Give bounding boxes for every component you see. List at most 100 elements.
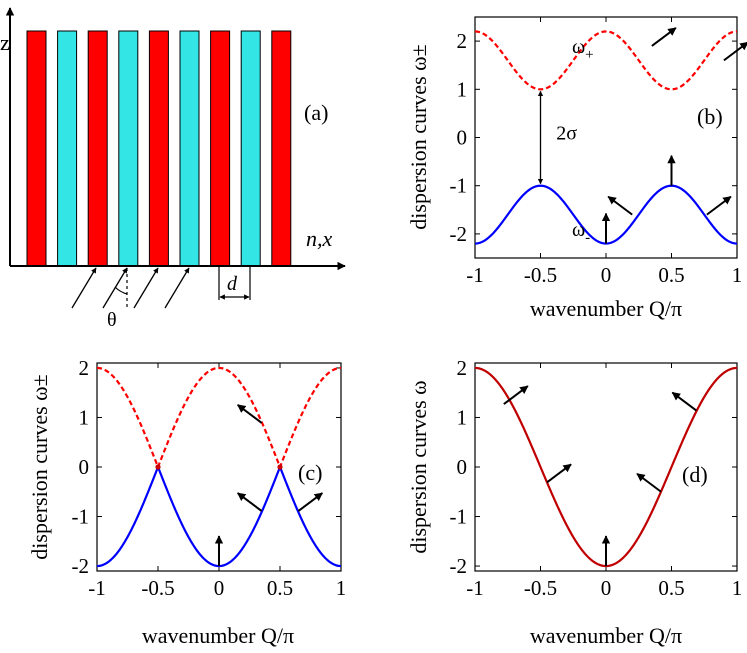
angle-arc bbox=[114, 286, 128, 295]
x-tick-label: -0.5 bbox=[524, 576, 557, 600]
x-tick-labels: -1 -0.5 0 0.5 1 bbox=[88, 576, 346, 600]
x-tick-label: -0.5 bbox=[524, 263, 557, 287]
panel-d-label: (d) bbox=[682, 462, 708, 487]
velocity-arrow bbox=[671, 391, 697, 412]
curve-label-text: ω bbox=[572, 36, 585, 58]
y-tick-labels: -2 -1 0 1 2 bbox=[450, 29, 468, 246]
series-line-omega-plus bbox=[96, 366, 342, 471]
panel-b-label: (b) bbox=[697, 104, 723, 129]
x-tick-label: -0.5 bbox=[141, 576, 174, 600]
curve-label-text: ω bbox=[572, 219, 585, 241]
layer-red bbox=[87, 30, 108, 267]
y-tick-label: 2 bbox=[457, 356, 468, 380]
y-tick-label: -2 bbox=[72, 554, 90, 578]
group-velocity-arrows bbox=[503, 385, 697, 567]
x-tick-label: -1 bbox=[466, 263, 484, 287]
curve-label-subscript: - bbox=[585, 230, 590, 246]
x-tick-labels: -1 -0.5 0 0.5 1 bbox=[466, 576, 742, 600]
x-tick-label: -1 bbox=[88, 576, 106, 600]
series bbox=[474, 366, 738, 568]
velocity-arrow bbox=[723, 41, 747, 62]
y-tick-label: 0 bbox=[79, 455, 90, 479]
layer-red bbox=[26, 30, 47, 267]
z-axis-label: z bbox=[0, 30, 10, 55]
x-axis-label: wavenumber Q/π bbox=[530, 623, 682, 648]
y-tick-label: -1 bbox=[450, 505, 468, 529]
curve-label-subscript: + bbox=[585, 47, 593, 63]
panel-c-label: (c) bbox=[298, 460, 322, 485]
y-tick-label: 2 bbox=[79, 356, 90, 380]
x-tick-label: 0 bbox=[601, 263, 612, 287]
annotation-marks: ω+ω-2σ bbox=[537, 36, 594, 246]
velocity-arrow bbox=[503, 385, 529, 405]
layer-cyan bbox=[57, 30, 78, 267]
y-tick-label: 2 bbox=[457, 29, 468, 53]
group-velocity-arrows bbox=[601, 27, 747, 244]
series bbox=[474, 30, 738, 245]
layer-cyan bbox=[240, 30, 261, 267]
curve-label-text: 2σ bbox=[556, 123, 577, 145]
series-line-omega-plus bbox=[474, 30, 738, 91]
band-touch-point bbox=[155, 464, 161, 470]
x-tick-labels: -1 -0.5 0 0.5 1 bbox=[466, 263, 742, 287]
curve-label: ω- bbox=[572, 219, 590, 246]
incident-beams bbox=[71, 267, 190, 309]
d-label: d bbox=[227, 273, 238, 295]
layer-stack bbox=[26, 30, 292, 267]
curve-label: 2σ bbox=[556, 123, 577, 145]
y-tick-label: 1 bbox=[457, 77, 468, 101]
y-tick-label: 0 bbox=[457, 126, 468, 150]
velocity-arrow bbox=[297, 492, 323, 512]
layer-red bbox=[210, 30, 231, 267]
layer-red bbox=[271, 30, 292, 267]
velocity-arrow bbox=[636, 472, 662, 493]
nx-axis-label: n,x bbox=[306, 226, 333, 251]
x-tick-label: 0.5 bbox=[658, 263, 684, 287]
series bbox=[96, 366, 342, 568]
y-tick-label: 0 bbox=[457, 455, 468, 479]
x-tick-label: 1 bbox=[732, 576, 743, 600]
x-tick-label: 1 bbox=[336, 576, 347, 600]
y-axis-label: dispersion curves ω± bbox=[406, 44, 431, 229]
velocity-arrow bbox=[706, 195, 732, 216]
panel-a: z n,x (a) θ d bbox=[0, 7, 346, 331]
velocity-arrow bbox=[237, 404, 263, 424]
x-tick-label: -1 bbox=[466, 576, 484, 600]
series-line-omega-minus bbox=[96, 463, 342, 568]
y-tick-label: 1 bbox=[457, 405, 468, 429]
y-tick-label: -1 bbox=[72, 505, 90, 529]
y-tick-label: 1 bbox=[79, 405, 90, 429]
x-tick-label: 0.5 bbox=[267, 576, 293, 600]
y-tick-label: -1 bbox=[450, 174, 468, 198]
x-tick-label: 0 bbox=[601, 576, 612, 600]
layer-cyan bbox=[179, 30, 200, 267]
y-tick-label: -2 bbox=[450, 222, 468, 246]
x-tick-label: 0 bbox=[214, 576, 225, 600]
series-line-omega bbox=[474, 366, 738, 568]
x-tick-label: 1 bbox=[732, 263, 743, 287]
ticks bbox=[474, 17, 738, 258]
y-tick-labels: -2 -1 0 1 2 bbox=[72, 356, 90, 578]
layer-red bbox=[148, 30, 169, 267]
panel-a-label: (a) bbox=[304, 100, 328, 125]
annotation-marks bbox=[155, 464, 283, 470]
velocity-arrow bbox=[651, 27, 677, 47]
x-tick-label: 0.5 bbox=[658, 576, 684, 600]
y-axis-label: dispersion curves ω± bbox=[27, 374, 52, 559]
layer-cyan bbox=[118, 30, 139, 267]
y-axis-label: dispersion curves ω bbox=[406, 380, 431, 553]
band-touch-point bbox=[277, 464, 283, 470]
velocity-arrow bbox=[607, 195, 633, 216]
velocity-arrow bbox=[546, 463, 572, 484]
x-axis-label: wavenumber Q/π bbox=[142, 623, 294, 648]
velocity-arrow bbox=[237, 492, 263, 512]
group-velocity-arrows bbox=[214, 404, 323, 567]
theta-label: θ bbox=[107, 309, 117, 331]
curve-label: ω+ bbox=[572, 36, 594, 63]
y-tick-labels: -2 -1 0 1 2 bbox=[450, 356, 468, 578]
x-axis-label: wavenumber Q/π bbox=[530, 296, 682, 321]
